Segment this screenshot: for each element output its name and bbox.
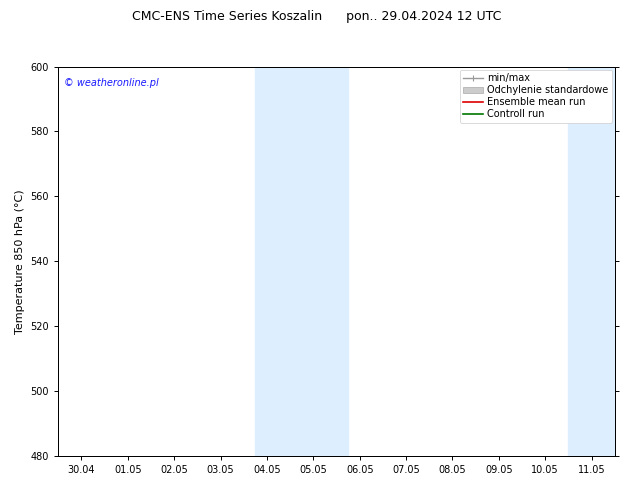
Y-axis label: Temperature 850 hPa (°C): Temperature 850 hPa (°C) — [15, 189, 25, 334]
Bar — [256, 67, 348, 456]
Legend: min/max, Odchylenie standardowe, Ensemble mean run, Controll run: min/max, Odchylenie standardowe, Ensembl… — [460, 70, 612, 123]
Text: © weatheronline.pl: © weatheronline.pl — [64, 78, 158, 88]
Text: CMC-ENS Time Series Koszalin      pon.. 29.04.2024 12 UTC: CMC-ENS Time Series Koszalin pon.. 29.04… — [133, 10, 501, 23]
Bar — [569, 67, 615, 456]
